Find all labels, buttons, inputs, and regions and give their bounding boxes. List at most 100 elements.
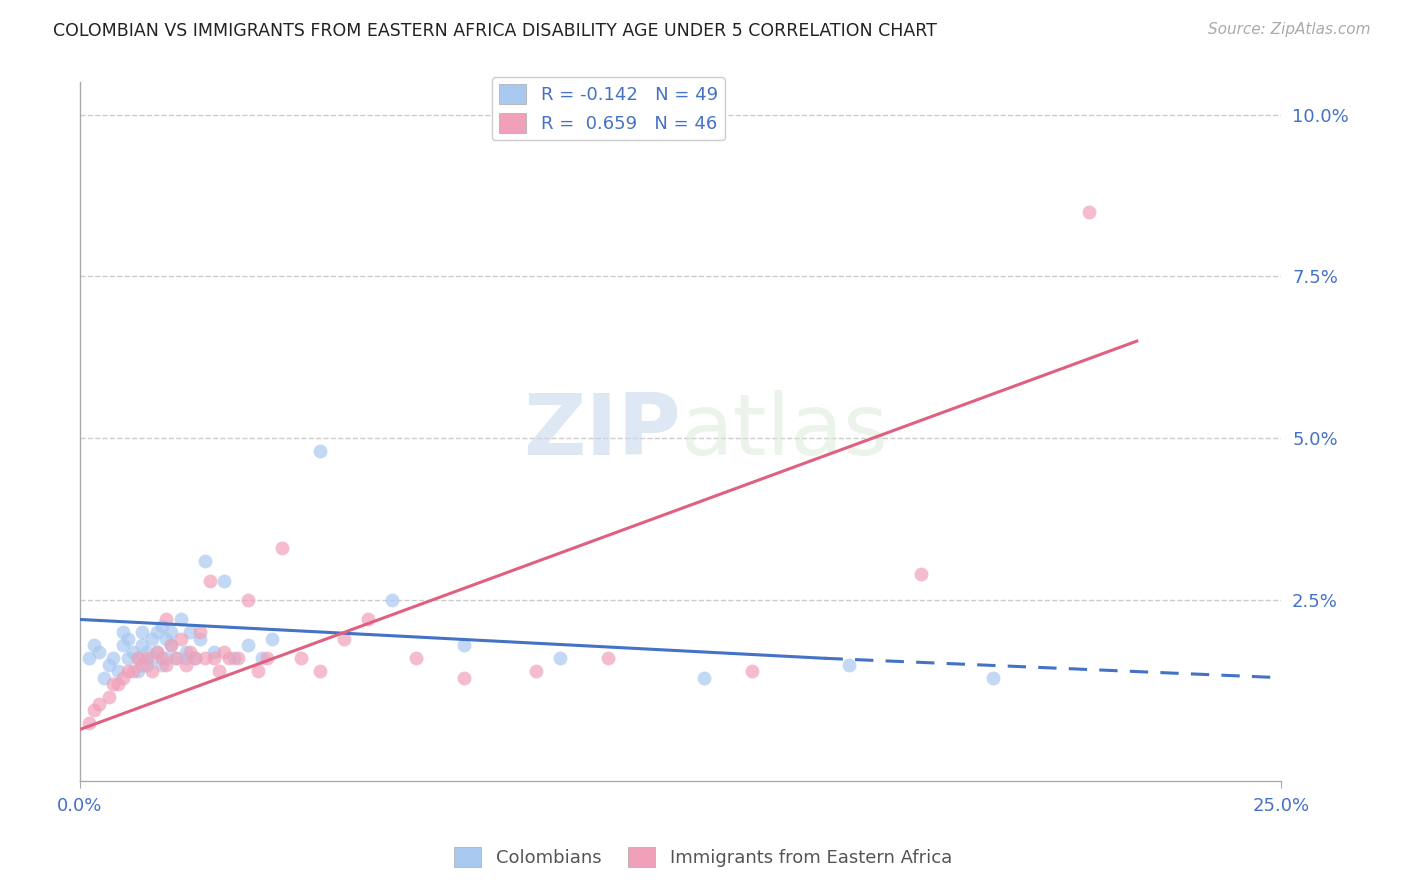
Point xyxy=(136,657,159,672)
Legend: Colombians, Immigrants from Eastern Africa: Colombians, Immigrants from Eastern Afri… xyxy=(447,839,959,874)
Text: Source: ZipAtlas.com: Source: ZipAtlas.com xyxy=(1208,22,1371,37)
Point xyxy=(131,638,153,652)
Point xyxy=(155,612,177,626)
Point xyxy=(83,638,105,652)
Point xyxy=(93,671,115,685)
Point xyxy=(202,645,225,659)
Point xyxy=(453,638,475,652)
Point xyxy=(179,625,201,640)
Point xyxy=(107,677,129,691)
Point xyxy=(155,657,177,672)
Point xyxy=(184,651,207,665)
Point xyxy=(174,657,197,672)
Point xyxy=(150,619,173,633)
Point xyxy=(97,657,120,672)
Point xyxy=(218,651,240,665)
Point xyxy=(212,645,235,659)
Legend: R = -0.142   N = 49, R =  0.659   N = 46: R = -0.142 N = 49, R = 0.659 N = 46 xyxy=(492,78,725,140)
Point xyxy=(222,651,245,665)
Text: ZIP: ZIP xyxy=(523,390,681,474)
Point xyxy=(256,651,278,665)
Point xyxy=(145,645,167,659)
Point xyxy=(136,645,159,659)
Point xyxy=(141,651,163,665)
Point xyxy=(179,645,201,659)
Point xyxy=(174,645,197,659)
Point xyxy=(112,671,135,685)
Point xyxy=(188,625,211,640)
Point xyxy=(194,651,217,665)
Point xyxy=(131,657,153,672)
Point xyxy=(236,593,259,607)
Point xyxy=(381,593,404,607)
Point xyxy=(198,574,221,588)
Point xyxy=(145,645,167,659)
Point xyxy=(174,651,197,665)
Point xyxy=(112,625,135,640)
Point xyxy=(246,665,269,679)
Point xyxy=(97,690,120,705)
Point xyxy=(453,671,475,685)
Point xyxy=(208,665,231,679)
Point xyxy=(79,651,101,665)
Point xyxy=(112,638,135,652)
Point xyxy=(127,651,149,665)
Point xyxy=(131,625,153,640)
Point xyxy=(127,651,149,665)
Point xyxy=(150,657,173,672)
Point xyxy=(170,632,193,646)
Point xyxy=(333,632,356,646)
Point xyxy=(87,697,110,711)
Point xyxy=(117,632,139,646)
Point xyxy=(127,665,149,679)
Point xyxy=(202,651,225,665)
Point xyxy=(212,574,235,588)
Point xyxy=(141,632,163,646)
Text: atlas: atlas xyxy=(681,390,889,474)
Point xyxy=(83,703,105,717)
Text: COLOMBIAN VS IMMIGRANTS FROM EASTERN AFRICA DISABILITY AGE UNDER 5 CORRELATION C: COLOMBIAN VS IMMIGRANTS FROM EASTERN AFR… xyxy=(53,22,938,40)
Point xyxy=(107,665,129,679)
Point xyxy=(121,645,143,659)
Point xyxy=(117,651,139,665)
Point xyxy=(194,554,217,568)
Point xyxy=(910,567,932,582)
Point xyxy=(252,651,274,665)
Point xyxy=(170,612,193,626)
Point xyxy=(136,651,159,665)
Point xyxy=(155,632,177,646)
Point xyxy=(145,625,167,640)
Point xyxy=(103,651,125,665)
Point xyxy=(155,651,177,665)
Point xyxy=(309,444,332,458)
Point xyxy=(188,632,211,646)
Point xyxy=(693,671,716,685)
Point xyxy=(598,651,620,665)
Point xyxy=(270,541,292,556)
Point xyxy=(160,638,183,652)
Point xyxy=(228,651,250,665)
Point xyxy=(1077,204,1099,219)
Point xyxy=(838,657,860,672)
Point xyxy=(165,651,187,665)
Point xyxy=(357,612,380,626)
Point xyxy=(141,665,163,679)
Point xyxy=(405,651,427,665)
Point xyxy=(524,665,547,679)
Point xyxy=(121,665,143,679)
Point xyxy=(160,625,183,640)
Point xyxy=(260,632,283,646)
Point xyxy=(550,651,572,665)
Point xyxy=(79,716,101,731)
Point xyxy=(741,665,763,679)
Point xyxy=(87,645,110,659)
Point xyxy=(103,677,125,691)
Point xyxy=(184,651,207,665)
Point xyxy=(117,665,139,679)
Point xyxy=(150,651,173,665)
Point xyxy=(165,651,187,665)
Point xyxy=(236,638,259,652)
Point xyxy=(981,671,1004,685)
Point xyxy=(309,665,332,679)
Point xyxy=(160,638,183,652)
